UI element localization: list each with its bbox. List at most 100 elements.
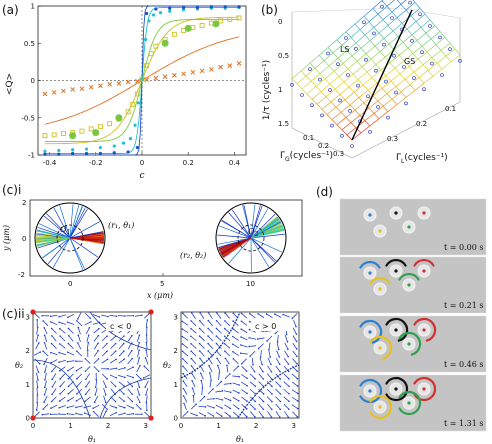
mesh-line [318,47,329,56]
mesh-line [416,32,427,41]
mesh-line [341,122,352,131]
mesh-line [454,48,461,56]
vector-head [76,350,78,352]
trajectory [69,206,83,239]
a-point-s1-12 [139,76,145,82]
mesh-line [314,68,321,74]
vector-head [240,336,242,338]
panel-d-label: (d) [316,185,333,199]
particle-track [398,390,422,416]
vector-arrow [224,411,231,417]
trajectory [218,237,252,250]
trajectory [222,237,252,257]
trajectory [250,225,284,239]
vector-head [123,350,125,352]
vector-arrow [275,358,281,365]
mesh-line [390,73,401,82]
b-data-point [384,79,388,84]
a-point-s3-11 [143,37,148,42]
vector-head [261,363,263,366]
trajectory [47,237,71,265]
vector-head [138,341,141,344]
trap2-trajectories [217,204,285,273]
vector-head [288,392,290,395]
mesh-line [343,81,350,88]
a-point-s2-3 [161,39,169,47]
o1-main: O [60,225,67,234]
vector-arrow [51,373,57,380]
vector-arrow [136,388,140,395]
vector-arrow [42,413,50,416]
b-ytick-2: 0.3 [387,135,398,143]
vector-arrow [93,342,99,350]
trajectory [53,207,71,239]
mesh-line [445,55,452,63]
mesh-line [425,32,432,40]
mesh-line [329,83,336,90]
vector-arrow [232,396,239,402]
frame-time: t = 0.00 s [444,243,483,252]
a-ytick-label: 0.5 [24,40,35,48]
mesh-line [315,78,326,87]
b-data-point [382,42,386,47]
vector-arrow [292,342,298,350]
vector-head [124,376,126,379]
trajectory [42,237,71,259]
vector-arrow [249,396,256,402]
mesh-line [434,25,441,32]
vector-arrow [225,358,230,365]
mesh-line [363,16,370,23]
vector-arrow [250,411,256,418]
vector-head [93,401,96,403]
a-point-s0-20 [227,63,233,68]
trajectory [220,237,252,255]
vector-arrow [67,321,75,325]
vector-head [296,377,299,380]
vector-head [268,348,270,351]
mesh-line [309,62,316,69]
a-point-s4-12 [195,5,200,10]
vector-arrow [291,396,298,402]
mesh-line [363,8,374,17]
a-point-s4-2 [71,151,75,156]
vector-arrow [257,313,265,319]
vector-head [67,385,70,388]
vector-arrow [217,365,221,373]
vector-head [138,394,141,396]
vector-head [190,350,192,352]
vector-arrow [67,405,75,408]
trajectory [69,231,104,239]
vector-arrow [233,366,239,372]
vector-head [229,399,232,402]
vector-head [97,370,100,373]
vector-head [132,314,135,317]
vector-head [36,319,38,321]
vector-arrow [207,412,214,417]
vector-head [279,416,281,418]
vector-head [58,351,60,354]
frame-time: t = 0.46 s [444,360,483,369]
vector-arrow [258,343,264,349]
vector-head [98,327,100,330]
trajectory [36,237,71,247]
vector-arrow [182,365,188,372]
vector-head [131,334,133,337]
b-ztick-label: 1.5 [278,120,289,128]
vector-arrow [59,314,66,318]
vector-head [254,416,256,418]
vector-head [240,328,243,330]
vector-head [94,386,97,389]
vector-head [287,363,290,365]
vector-head [67,342,70,345]
a-point-s3-1 [57,148,61,153]
vector-head [58,343,61,345]
vector-head [37,334,39,336]
mesh-line [432,68,443,77]
box-back [291,7,461,19]
fixed-point-bl [30,415,36,421]
mesh-line [412,0,416,3]
mesh-line [357,79,364,86]
vector-head [190,365,193,367]
vector-arrow [109,314,117,317]
mesh-line [365,53,372,60]
